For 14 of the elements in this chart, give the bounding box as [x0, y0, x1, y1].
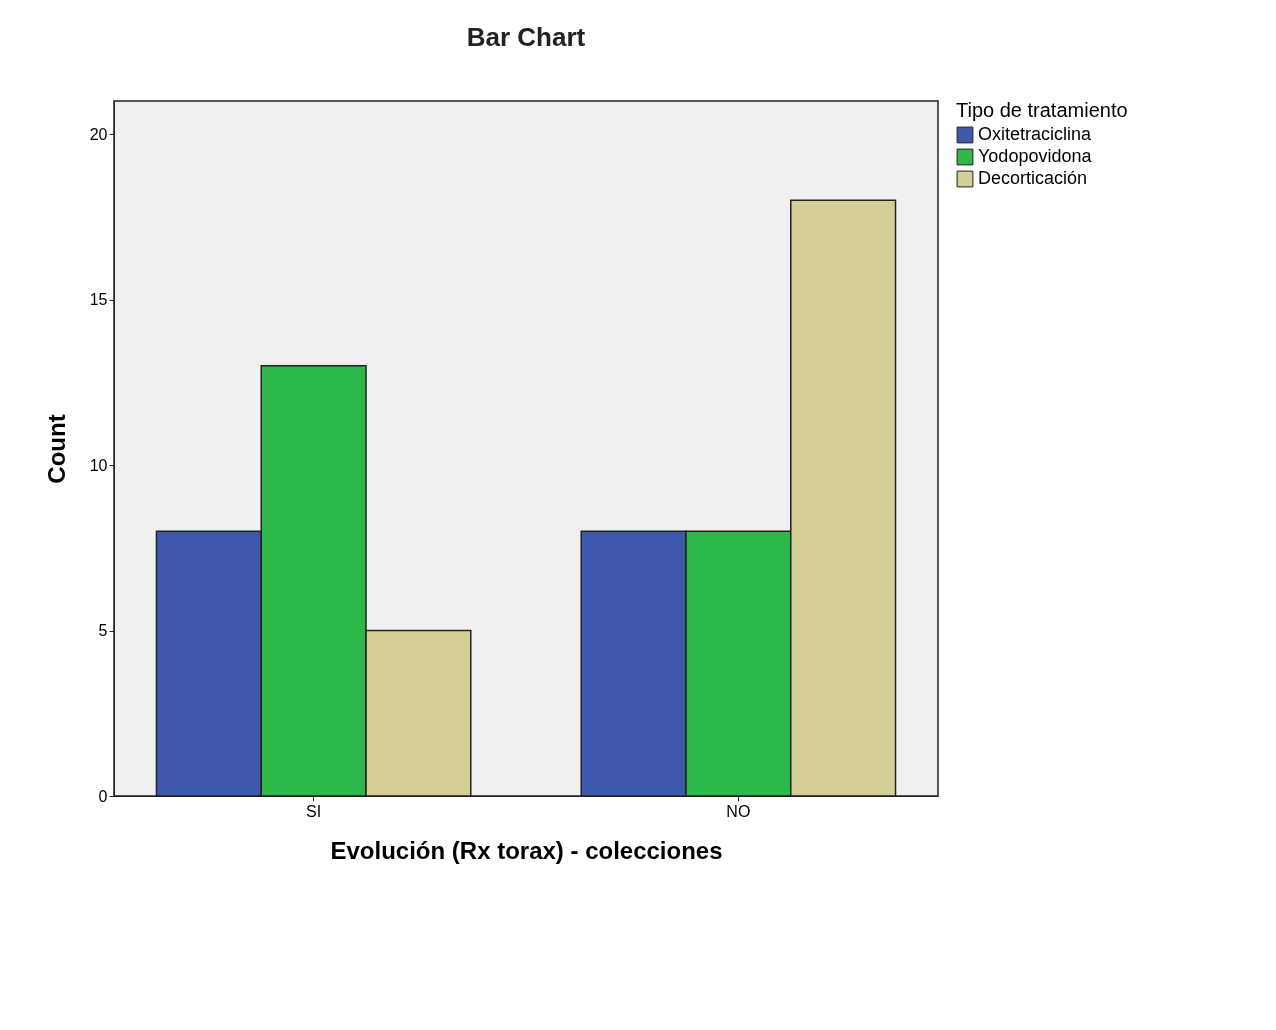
x-tick-label: NO	[726, 802, 751, 820]
y-axis-title: Count	[42, 414, 70, 484]
x-axis-title: Evolución (Rx torax) - colecciones	[330, 836, 723, 864]
legend-label: Oxitetraciclina	[978, 124, 1093, 144]
y-tick-label: 10	[89, 456, 108, 474]
chart-title: Bar Chart	[466, 22, 586, 52]
y-tick-label: 0	[98, 787, 108, 805]
legend-label: Decorticación	[978, 168, 1088, 188]
y-tick-label: 5	[98, 622, 108, 640]
y-tick-label: 15	[89, 291, 108, 309]
x-tick-label: SI	[306, 802, 322, 820]
legend-title: Tipo de tratamiento	[956, 99, 1128, 121]
y-tick-label: 20	[89, 125, 108, 143]
legend-label: Yodopovidona	[978, 146, 1093, 166]
